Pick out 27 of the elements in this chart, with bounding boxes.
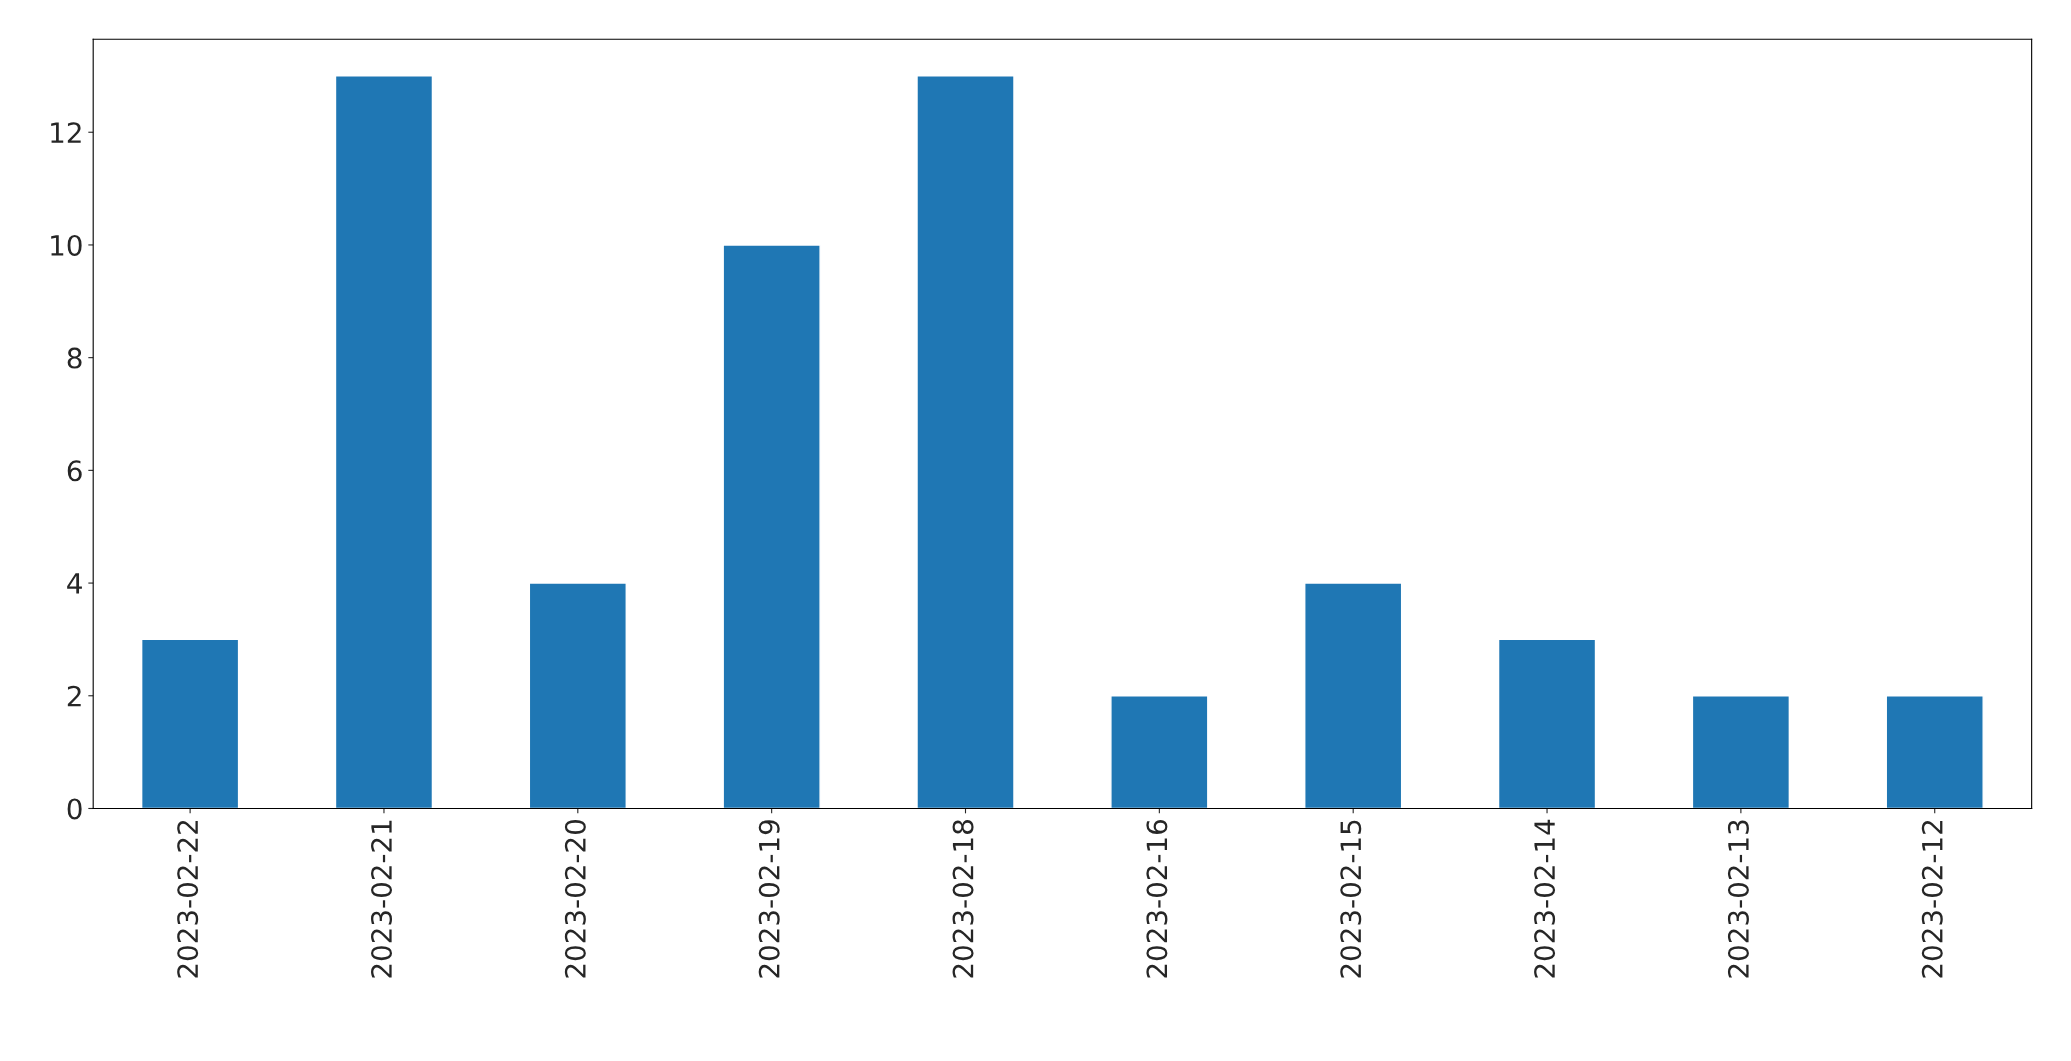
x-tick-label: 2023-02-19 [758, 820, 780, 978]
y-tick-label: 12 [51, 122, 81, 143]
x-tick-label: 2023-02-14 [1534, 819, 1556, 978]
y-tick-label: 8 [67, 347, 82, 369]
y-tick-label: 4 [67, 573, 82, 594]
x-tick-label: 2023-02-22 [177, 820, 199, 978]
bar [528, 582, 627, 809]
y-tick-label: 0 [67, 798, 82, 820]
bar [334, 75, 434, 809]
bar [1110, 695, 1209, 809]
bar [916, 75, 1015, 809]
bar [1304, 582, 1403, 809]
bar [1691, 695, 1791, 809]
x-tick-label: 2023-02-12 [1921, 820, 1943, 978]
bar [1885, 695, 1984, 809]
bar [1497, 638, 1597, 809]
bar [722, 244, 821, 809]
x-tick-label: 2023-02-18 [952, 820, 974, 978]
y-tick-label: 2 [67, 685, 81, 707]
x-tick-label: 2023-02-15 [1340, 820, 1362, 978]
x-tick-label: 2023-02-21 [371, 820, 393, 978]
x-tick-label: 2023-02-20 [564, 820, 586, 978]
bar [140, 638, 240, 809]
x-tick-label: 2023-02-13 [1727, 820, 1749, 978]
y-tick-label: 6 [67, 460, 82, 482]
x-tick-label: 2023-02-16 [1146, 819, 1168, 978]
y-tick-label: 10 [51, 234, 82, 256]
